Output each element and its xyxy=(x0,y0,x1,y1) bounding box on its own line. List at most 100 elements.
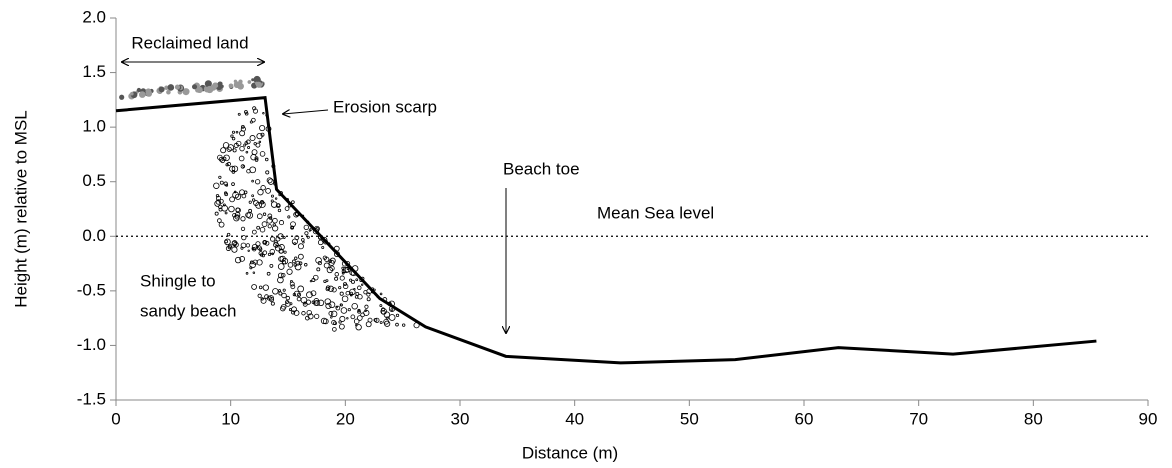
pebble xyxy=(269,248,275,255)
pebble xyxy=(357,294,363,300)
pebble xyxy=(252,271,256,275)
pebble xyxy=(385,316,389,320)
pebble xyxy=(270,201,278,208)
pebble xyxy=(322,318,329,325)
pebble xyxy=(328,311,334,316)
pebble xyxy=(317,261,322,266)
pebble xyxy=(262,112,265,115)
pebble xyxy=(269,263,274,268)
pebble xyxy=(284,206,290,211)
pebble xyxy=(285,295,291,301)
pebble xyxy=(225,245,232,251)
pebble xyxy=(231,240,237,246)
pebble xyxy=(249,260,254,265)
pebble xyxy=(278,291,283,296)
pebble xyxy=(338,323,345,330)
pebble xyxy=(379,304,383,308)
y-tick-label: 2.0 xyxy=(82,7,106,26)
pebble xyxy=(293,242,297,246)
pebble xyxy=(350,314,356,320)
rubble xyxy=(255,81,262,88)
pebble xyxy=(234,256,242,264)
rubble xyxy=(247,80,251,84)
pebble xyxy=(282,288,286,292)
pebble xyxy=(360,283,364,286)
pebble xyxy=(312,274,319,281)
pebble xyxy=(251,179,254,183)
rubble xyxy=(164,85,169,91)
pebble xyxy=(304,231,309,236)
pebble xyxy=(256,245,262,251)
pebble xyxy=(224,238,231,246)
pebble xyxy=(322,255,328,260)
pebble xyxy=(339,275,345,281)
pebble xyxy=(306,235,310,239)
pebble xyxy=(288,308,292,312)
pebble xyxy=(357,285,362,291)
pebble xyxy=(214,200,221,207)
pebble xyxy=(323,262,330,269)
rubble xyxy=(166,89,171,95)
pebble xyxy=(324,298,331,305)
pebble xyxy=(344,266,351,273)
pebble xyxy=(327,285,334,292)
pebble xyxy=(321,236,328,243)
arrow xyxy=(283,110,329,114)
pebble xyxy=(353,318,360,325)
pebble xyxy=(311,300,315,304)
pebble xyxy=(251,229,257,235)
y-tick-label: 1.5 xyxy=(82,62,106,81)
pebble xyxy=(270,301,275,306)
pebble xyxy=(287,215,291,219)
pebble xyxy=(297,285,305,293)
pebble xyxy=(285,301,291,307)
pebble xyxy=(233,142,239,148)
pebble xyxy=(346,267,350,271)
rubble xyxy=(220,84,224,88)
pebble xyxy=(266,177,273,184)
pebble xyxy=(349,291,354,296)
pebble xyxy=(310,290,317,297)
pebble xyxy=(304,263,308,267)
pebble xyxy=(351,303,358,310)
pebble xyxy=(224,192,229,197)
pebble xyxy=(235,130,239,134)
pebble xyxy=(226,232,231,237)
pebble xyxy=(261,254,265,258)
pebble xyxy=(332,327,337,332)
pebble xyxy=(268,216,273,220)
pebble xyxy=(264,157,269,162)
pebble xyxy=(290,284,296,290)
pebble xyxy=(262,212,267,216)
pebble xyxy=(355,324,362,331)
pebble xyxy=(274,197,278,200)
pebble xyxy=(251,284,257,290)
pebble xyxy=(224,191,228,195)
pebble xyxy=(241,124,245,129)
pebble xyxy=(325,286,330,292)
rubble xyxy=(182,88,190,96)
pebble xyxy=(277,276,284,284)
pebble xyxy=(226,161,231,167)
pebble xyxy=(267,224,272,229)
pebble xyxy=(283,250,287,254)
pebble xyxy=(217,218,222,223)
pebble xyxy=(251,243,258,250)
pebble xyxy=(248,200,252,204)
pebble xyxy=(265,188,271,194)
pebble xyxy=(268,295,274,301)
pebble xyxy=(303,224,309,231)
pebble xyxy=(234,193,242,200)
rubble xyxy=(145,88,152,95)
pebble xyxy=(292,259,296,264)
pebble xyxy=(275,203,281,209)
pebble xyxy=(261,221,268,227)
pebble xyxy=(262,284,269,291)
pebble xyxy=(309,279,313,283)
pebble xyxy=(289,302,293,306)
profile-line xyxy=(115,96,1097,365)
pebble xyxy=(291,200,295,204)
pebble xyxy=(357,309,361,314)
rubble xyxy=(206,85,214,94)
x-axis-label: Distance (m) xyxy=(522,443,618,462)
